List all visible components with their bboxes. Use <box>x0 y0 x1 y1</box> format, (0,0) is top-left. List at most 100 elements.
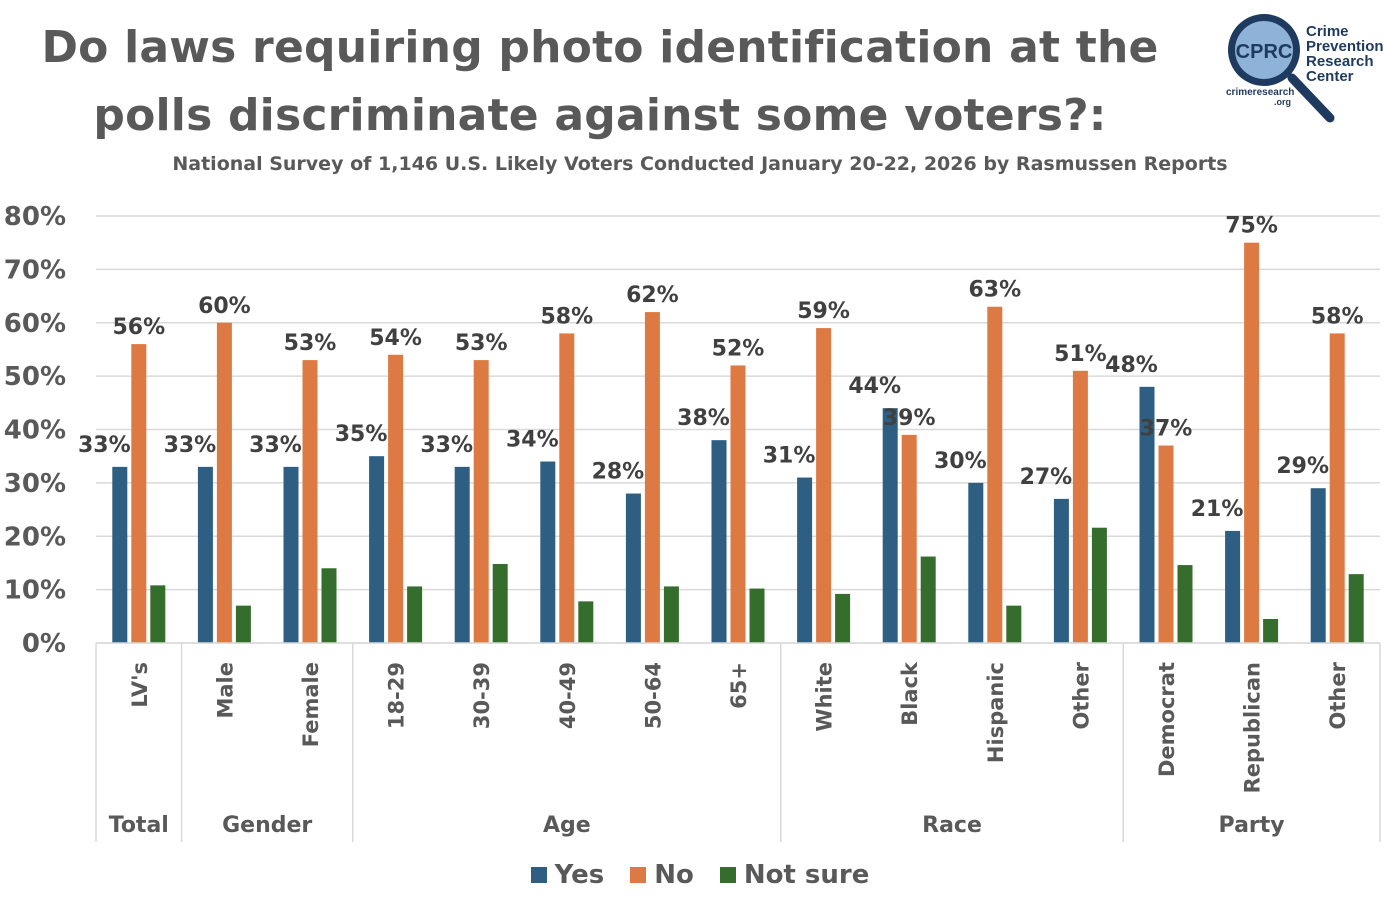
bar-no <box>1329 333 1345 643</box>
category-label: Black <box>898 661 922 726</box>
y-tick-label: 30% <box>4 469 66 499</box>
legend-item-yes: Yes <box>530 860 605 890</box>
category-label: Hispanic <box>984 662 1008 763</box>
data-label-yes: 38% <box>677 406 730 431</box>
logo-name-3: Research <box>1306 53 1374 70</box>
bar-no <box>730 365 746 643</box>
bar-no <box>216 322 232 643</box>
category-label: Other <box>1069 661 1093 729</box>
data-label-no: 62% <box>626 283 679 308</box>
data-label-no: 53% <box>455 331 508 356</box>
y-tick-label: 50% <box>4 362 66 392</box>
data-label-yes: 33% <box>78 433 131 458</box>
bar-yes <box>369 456 385 643</box>
bar-yes <box>540 461 556 643</box>
bar-not-sure <box>578 601 594 643</box>
data-label-yes: 28% <box>592 460 645 485</box>
logo-acronym: CPRC <box>1236 41 1293 63</box>
y-tick-label: 20% <box>4 522 66 552</box>
bar-no <box>987 306 1003 643</box>
data-label-no: 59% <box>797 299 850 324</box>
bar-no <box>559 333 575 643</box>
legend-item-not-sure: Not sure <box>719 860 870 890</box>
bar-no <box>473 360 489 643</box>
bar-not-sure <box>1091 527 1107 643</box>
legend-label-yes: Yes <box>554 860 605 890</box>
data-label-no: 75% <box>1225 214 1278 239</box>
category-label: Male <box>213 662 237 719</box>
logo-url-1: crimeresearch <box>1226 87 1294 98</box>
y-tick-label: 40% <box>4 416 66 446</box>
bar-yes <box>968 482 984 643</box>
y-tick-label: 70% <box>4 255 66 285</box>
legend: Yes No Not sure <box>0 860 1400 890</box>
data-label-yes: 35% <box>335 422 388 447</box>
group-label: Gender <box>222 813 312 838</box>
bar-no <box>816 328 832 643</box>
chart-subtitle: National Survey of 1,146 U.S. Likely Vot… <box>172 153 1228 175</box>
chart-title-line-1: Do laws requiring photo identification a… <box>41 22 1159 73</box>
legend-label-no: No <box>654 860 694 890</box>
logo-name-4: Center <box>1306 68 1354 85</box>
bar-yes <box>197 466 213 643</box>
group-label: Party <box>1219 813 1285 838</box>
data-label-yes: 21% <box>1191 497 1244 522</box>
legend-label-not-sure: Not sure <box>743 860 870 890</box>
y-tick-label: 10% <box>4 576 66 606</box>
category-label: Female <box>299 662 323 747</box>
data-label-no: 37% <box>1140 417 1193 442</box>
bar-not-sure <box>749 588 765 643</box>
bar-no <box>644 312 660 643</box>
data-label-no: 63% <box>968 278 1021 303</box>
category-label: 18-29 <box>385 662 409 729</box>
data-label-no: 51% <box>1054 342 1107 367</box>
data-label-no: 58% <box>540 304 593 329</box>
data-label-no: 39% <box>883 406 936 431</box>
bar-no <box>1244 242 1260 643</box>
category-label: Democrat <box>1155 662 1179 777</box>
bar-not-sure <box>1006 605 1022 643</box>
bar-no <box>388 354 404 643</box>
bar-not-sure <box>1177 565 1193 643</box>
bar-not-sure <box>492 564 508 643</box>
data-label-yes: 31% <box>763 444 816 469</box>
data-label-yes: 27% <box>1020 465 1073 490</box>
category-label: White <box>813 662 837 732</box>
logo-url-2: .org <box>1274 97 1291 107</box>
bar-not-sure <box>235 605 251 643</box>
magnifying-glass-icon: CPRC Crime Prevention Research Center cr… <box>1226 14 1384 123</box>
bar-not-sure <box>663 586 679 643</box>
y-tick-label: 0% <box>22 629 66 659</box>
bar-yes <box>1053 498 1069 643</box>
bar-yes <box>797 477 813 643</box>
category-label: Republican <box>1241 662 1265 793</box>
data-label-no: 60% <box>198 294 251 319</box>
data-label-no: 52% <box>712 336 765 361</box>
bar-yes <box>1225 530 1241 643</box>
data-label-yes: 34% <box>506 428 559 453</box>
data-label-no: 58% <box>1311 304 1364 329</box>
data-label-no: 56% <box>112 315 165 340</box>
group-label: Race <box>922 813 982 838</box>
data-label-yes: 33% <box>420 433 473 458</box>
category-label: 40-49 <box>556 662 580 729</box>
bar-not-sure <box>835 593 851 643</box>
y-tick-label: 80% <box>4 202 66 232</box>
bar-yes <box>283 466 299 643</box>
data-label-yes: 33% <box>249 433 302 458</box>
bar-not-sure <box>1348 574 1364 643</box>
bar-yes <box>711 440 727 643</box>
data-label-no: 53% <box>284 331 337 356</box>
data-label-yes: 48% <box>1105 353 1158 378</box>
bar-not-sure <box>321 568 337 643</box>
data-label-yes: 33% <box>164 433 217 458</box>
bar-no <box>901 434 917 643</box>
data-label-no: 54% <box>369 326 422 351</box>
category-label: 65+ <box>727 662 751 709</box>
bar-no <box>1158 445 1174 643</box>
bar-yes <box>1310 488 1326 643</box>
legend-swatch-no <box>630 867 647 883</box>
group-label: Age <box>543 813 591 838</box>
bar-not-sure <box>1263 618 1279 643</box>
bar-yes <box>625 493 641 643</box>
